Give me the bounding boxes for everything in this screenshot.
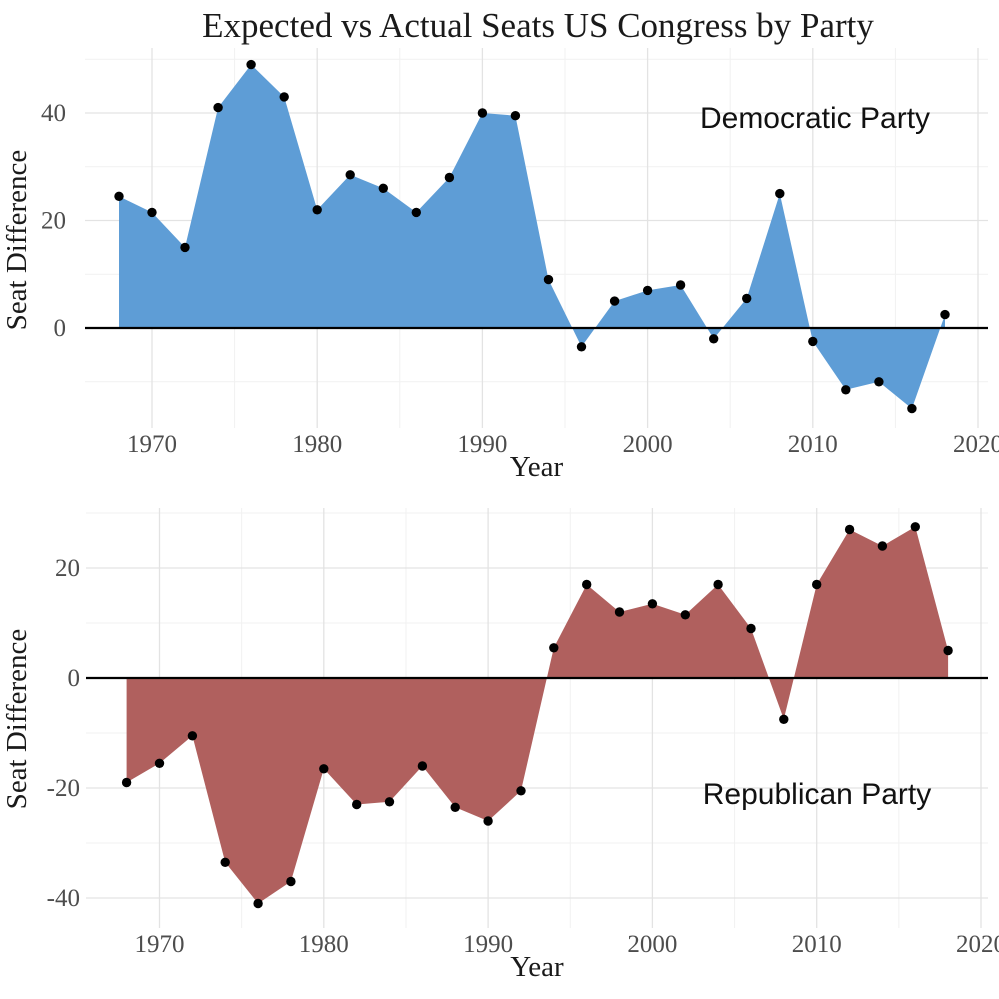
data-point [378,183,388,193]
data-point [345,170,355,180]
data-point [384,797,395,807]
data-point [352,799,362,810]
x-tick-label: 2010 [792,931,842,958]
data-point [775,188,785,199]
x-tick-label: 1970 [127,431,177,458]
data-point [808,336,818,347]
annotation-democratic: Democratic Party [700,102,930,135]
data-point [444,172,455,183]
data-point [647,599,658,609]
panel-democratic: 1970 1980 1990 2000 2010 2020 0 20 40 Year Seat Di… [1,48,999,483]
data-point [844,524,855,535]
data-point [516,786,526,796]
data-point [709,334,719,344]
x-tick-label: 2010 [788,431,838,458]
y-tick-label: -20 [47,775,80,802]
data-point [319,764,329,774]
data-point [549,643,559,653]
x-tick-label: 1990 [457,431,507,458]
data-point [147,207,157,218]
data-point [477,108,488,118]
data-point [483,816,493,826]
x-tick-label: 2020 [956,931,999,958]
data-point [279,92,289,102]
data-point [910,522,920,532]
data-point [253,898,263,909]
annotation-republican: Republican Party [703,778,931,811]
data-point [742,293,752,304]
x-tick-label: 1970 [135,931,185,958]
data-point [609,296,620,306]
data-point [940,309,950,320]
data-point [680,610,690,620]
data-point [213,102,223,113]
area-democratic [119,64,945,409]
area-republican [126,526,949,904]
data-point [877,541,888,551]
y-tick-label: 0 [68,665,81,692]
y-axis-title: Seat Difference [1,150,33,331]
data-point [121,777,132,788]
y-axis-title: Seat Difference [1,629,33,810]
data-point [286,876,296,887]
x-tick-label: 2000 [627,931,677,958]
x-tick-label: 2020 [953,431,999,458]
data-point [246,59,256,70]
data-point [943,645,953,656]
data-point [450,802,460,812]
data-point [220,857,230,867]
data-point [187,731,198,741]
data-point [713,579,723,590]
data-point [874,377,884,387]
data-point [576,342,587,352]
data-point [841,385,851,395]
data-point [154,758,165,768]
y-tick-label: 40 [41,100,66,127]
data-point [779,714,789,724]
data-point [417,761,428,771]
data-point [812,579,822,590]
x-tick-label: 1980 [299,931,349,958]
panel-republican: 1970 1980 1990 2000 2010 2020 -40 -20 0 20 Year Sea… [1,508,999,983]
data-point [582,579,592,590]
x-tick-label: 1980 [292,431,342,458]
x-tick-label: 1990 [463,931,513,958]
data-point [642,285,653,296]
x-axis-title: Year [510,951,564,983]
data-point [411,207,421,218]
data-point [614,607,625,617]
y-tick-label: 20 [55,555,80,582]
data-point [312,205,322,215]
x-tick-label: 2000 [623,431,673,458]
data-point [510,111,521,121]
data-point [180,242,190,253]
page-title: Expected vs Actual Seats US Congress by … [202,6,874,45]
data-point [907,403,917,414]
y-tick-label: 20 [41,208,66,235]
x-axis-title: Year [510,451,564,483]
data-point [746,623,756,634]
data-point [114,191,124,201]
data-point [675,280,686,290]
y-tick-label: 0 [54,315,67,342]
data-point [543,274,554,285]
y-tick-label: -40 [47,885,80,912]
